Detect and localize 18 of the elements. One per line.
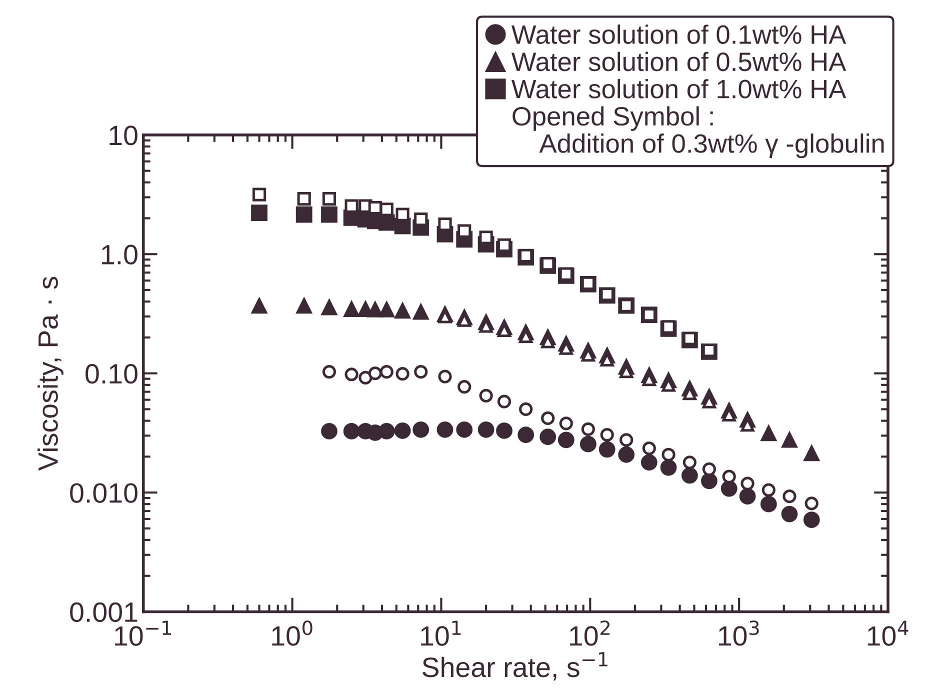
y-tick-label: 0.001 [70,602,138,622]
y-axis-title: Viscosity, Pa · s [38,276,64,471]
x-tick-label: 10$^{3}$ [718,620,759,646]
x-tick-label: 10$^{2}$ [570,620,610,646]
legend-label: Water solution of 0.1wt% HA [511,24,846,44]
x-tick-label: 10$^{0}$ [272,620,312,646]
x-axis-title: Shear rate, s$^{−1}$ [422,652,608,680]
x-tick-label: 10$^{−1}$ [115,620,171,646]
legend-label: Water solution of 1.0wt% HA [511,79,846,98]
x-tick-label: 10$^{1}$ [421,620,461,646]
y-tick-label: 1.0 [102,244,138,264]
y-tick-label: 10 [110,126,138,146]
legend-label: Water solution of 0.5wt% HA [511,52,846,72]
y-tick-label: 0.010 [70,483,138,503]
y-tick-label: 0.10 [86,364,138,384]
annotation: Addition of 0.3wt% γ -globulin [539,134,884,158]
text: Opened Symbol : [512,106,713,131]
x-tick-label: 10$^{4}$ [868,620,908,646]
